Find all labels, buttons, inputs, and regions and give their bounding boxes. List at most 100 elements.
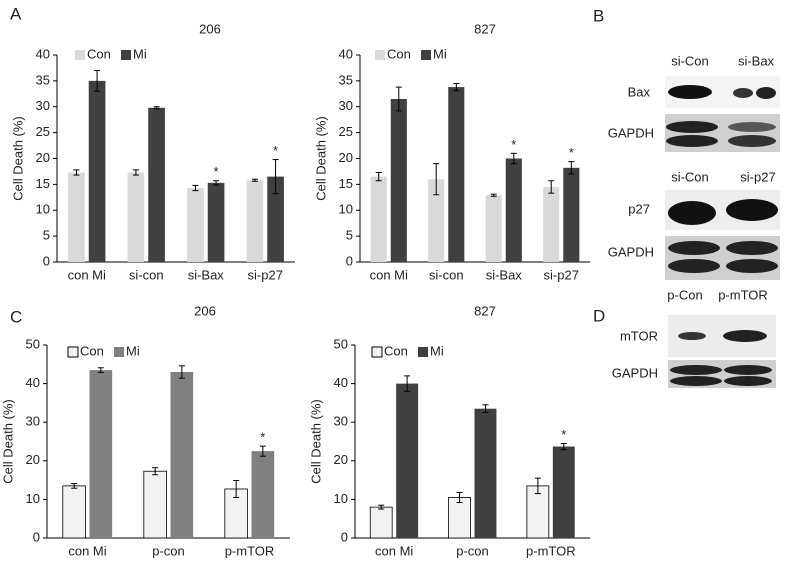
x-tick-label: si-Bax [486, 267, 523, 282]
y-tick-label: 0 [43, 253, 50, 268]
x-tick-label: p-con [152, 543, 185, 558]
bar [127, 172, 145, 262]
bar [207, 182, 225, 262]
bar [68, 172, 85, 262]
row-label: GAPDH [612, 365, 658, 380]
y-tick-label: 5 [43, 228, 50, 243]
bar [543, 186, 560, 262]
y-tick-label: 20 [36, 150, 50, 165]
y-tick-label: 40 [339, 46, 353, 61]
legend-swatch [418, 347, 428, 357]
x-tick-label: con Mi [370, 267, 408, 282]
y-tick-label: 0 [346, 253, 353, 268]
panel-label: D [593, 306, 605, 325]
y-tick-label: 10 [339, 202, 353, 217]
chart-title: 827 [474, 21, 496, 36]
bar [390, 98, 407, 262]
x-tick-label: p-con [456, 543, 489, 558]
legend-swatch [375, 50, 385, 60]
significance-mark: * [561, 427, 566, 442]
bar [552, 446, 575, 538]
lane-label: p-Con [667, 287, 702, 302]
bar [563, 167, 580, 262]
y-axis-label: Cell Death (%) [0, 399, 15, 484]
panel-label: A [10, 4, 22, 23]
bar [474, 408, 497, 538]
bar [485, 195, 502, 262]
lane-label: si-Con [671, 169, 709, 184]
bar [187, 187, 204, 262]
lane-label: si-p27 [740, 169, 775, 184]
y-tick-label: 50 [26, 336, 40, 351]
row-label: mTOR [620, 328, 658, 343]
bar [89, 370, 113, 538]
y-tick-label: 15 [36, 176, 50, 191]
bar [369, 506, 393, 539]
row-label: GAPDH [608, 125, 654, 140]
blot [668, 315, 776, 388]
bar [448, 87, 465, 263]
bar [370, 176, 387, 262]
x-tick-label: p-mTOR [225, 543, 275, 558]
bar [148, 107, 165, 262]
significance-mark: * [511, 137, 516, 152]
significance-mark: * [273, 143, 278, 158]
bar [170, 372, 194, 538]
y-tick-label: 35 [36, 72, 50, 87]
bar [246, 180, 264, 262]
y-tick-label: 30 [36, 98, 50, 113]
y-axis-label: Cell Death (%) [10, 116, 25, 201]
significance-mark: * [260, 430, 265, 445]
legend-swatch [114, 347, 124, 357]
row-label: GAPDH [608, 244, 654, 259]
y-tick-label: 10 [334, 491, 348, 506]
chart-title: 206 [194, 303, 216, 318]
legend-label: Mi [430, 343, 444, 358]
y-tick-label: 10 [26, 491, 40, 506]
legend-swatch [421, 50, 431, 60]
significance-mark: * [214, 164, 219, 179]
x-tick-label: con Mi [375, 543, 413, 558]
x-tick-label: p-mTOR [526, 543, 576, 558]
legend-label: Con [87, 46, 111, 61]
legend-label: Mi [126, 343, 140, 358]
y-tick-label: 30 [26, 414, 40, 429]
y-tick-label: 25 [339, 124, 353, 139]
y-tick-label: 40 [334, 375, 348, 390]
bar [143, 470, 167, 539]
y-tick-label: 20 [334, 452, 348, 467]
legend-swatch [121, 50, 131, 60]
y-tick-label: 20 [26, 452, 40, 467]
y-axis-label: Cell Death (%) [313, 116, 328, 201]
y-tick-label: 40 [26, 375, 40, 390]
y-axis-label: Cell Death (%) [308, 399, 323, 484]
legend-swatch [67, 346, 79, 358]
lane-label: si-Con [671, 53, 709, 68]
y-tick-label: 15 [339, 176, 353, 191]
bar [428, 179, 445, 262]
legend-label: Con [384, 343, 408, 358]
panel-label: B [593, 6, 604, 25]
x-tick-label: si-con [429, 267, 464, 282]
significance-mark: * [569, 145, 574, 160]
legend-swatch [75, 50, 85, 60]
y-tick-label: 50 [334, 336, 348, 351]
panel-label: C [10, 307, 22, 326]
blot [665, 76, 780, 152]
x-tick-label: con Mi [68, 267, 106, 282]
y-tick-label: 35 [339, 72, 353, 87]
bar [62, 485, 86, 539]
x-tick-label: con Mi [68, 543, 106, 558]
lane-label: p-mTOR [718, 287, 768, 302]
y-tick-label: 30 [334, 414, 348, 429]
legend-label: Con [80, 343, 104, 358]
bar [88, 80, 106, 262]
blot [665, 190, 780, 280]
bar [448, 497, 471, 539]
y-tick-label: 0 [341, 529, 348, 544]
chart-title: 827 [474, 303, 496, 318]
x-tick-label: si-p27 [248, 267, 283, 282]
legend-label: Mi [433, 46, 447, 61]
bar [267, 176, 284, 262]
